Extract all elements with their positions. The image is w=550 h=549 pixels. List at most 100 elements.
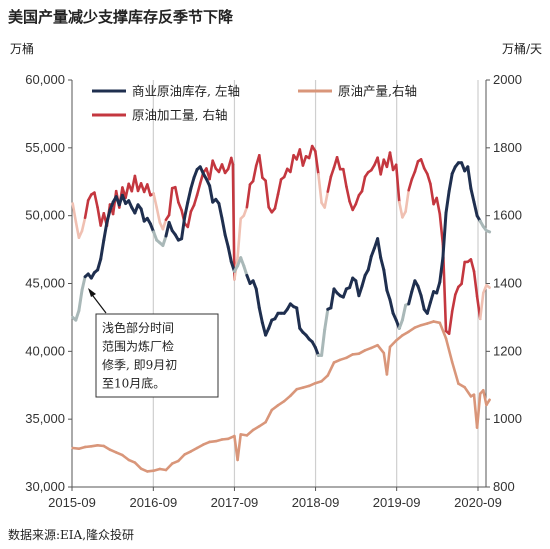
refinery-line-segment [301,155,308,167]
refinery-line-segment [413,160,420,173]
refinery-line-segment [152,192,158,209]
production-line-segment [444,337,454,364]
inventory-line-segment [161,234,168,247]
inventory-line-segment [435,280,442,295]
refinery-line-segment [450,293,457,313]
inventory-line-segment [438,256,445,284]
annotation-line: 修季, 即9月初 [102,357,177,372]
annotation-box [95,313,219,398]
right-axis-unit: 万桶/天 [501,42,542,56]
inventory-line-segment [183,200,190,219]
production-line-segment [385,345,392,376]
refinery-line-segment [379,158,386,176]
inventory-line-segment [105,208,112,224]
refinery-line-segment [438,212,445,246]
production-line-segment [121,453,130,462]
left-tick-label: 30,000 [25,479,65,494]
refinery-line-segment [242,205,249,217]
refinery-line-segment [313,149,320,176]
refinery-line-segment [124,182,130,199]
inventory-line-segment [469,187,476,204]
refinery-line-segment [323,190,330,209]
inventory-line-segment [242,264,249,277]
annotation-line: 浅色部分时间 [102,320,174,335]
refinery-line-segment [317,173,323,205]
x-tick-label: 2017-09 [211,495,259,510]
refinery-line-segment [192,193,199,207]
refinery-line-segment [167,186,174,217]
refinery-line-segment [460,260,467,286]
inventory-line-segment [407,290,414,306]
inventory-line-segment [376,237,383,260]
refinery-line-segment [93,191,99,209]
inventory-line-segment [74,309,81,322]
inventory-line-segment [357,284,364,298]
chart-title: 美国产量减少支撑库存反季节下降 [8,8,234,26]
left-tick-label: 55,000 [25,140,65,155]
production-line-segment [438,321,448,340]
refinery-line-segment [264,179,271,209]
inventory-line-segment [220,216,227,237]
refinery-line-segment [282,167,289,179]
refinery-line-segment [177,201,183,212]
refinery-line-segment [472,269,479,298]
inventory-line-segment [441,211,448,260]
refinery-line-segment [211,159,218,170]
refinery-line-segment [251,164,258,183]
inventory-line-segment [400,303,408,322]
production-line-segment [388,339,398,349]
production-line-segment [164,462,174,472]
production-line-segment [481,388,488,407]
refinery-line-segment [435,196,442,216]
refinery-line-segment [133,174,140,193]
inventory-line-segment [295,306,302,330]
right-tick-label: 1800 [493,140,522,155]
inventory-line-segment [425,301,432,315]
inventory-line-segment [254,287,261,310]
inventory-line-segment [99,238,106,261]
inventory-line-segment [466,165,473,190]
inventory-line-segment [320,328,327,357]
refinery-line-segment [388,151,395,172]
refinery-line-segment [257,154,264,179]
inventory-line-segment [388,298,395,315]
refinery-line-segment [478,291,485,321]
inventory-line-segment [447,172,454,193]
x-tick-label: 2020-09 [454,495,502,510]
inventory-line-segment [348,276,355,290]
production-line-segment [177,453,186,463]
inventory-line-segment [416,284,423,298]
inventory-line-segment [444,189,451,215]
annotation-line: 至10月底。 [102,376,165,391]
refinery-line-segment [326,175,333,193]
inventory-line-segment [366,254,373,272]
refinery-line-segment [485,283,491,289]
inventory-line-segment [419,294,426,311]
refinery-line-segment [273,193,280,210]
inventory-line-segment [379,256,386,272]
production-line-segment [289,387,299,398]
refinery-line-segment [236,217,242,259]
production-line-segment [463,385,473,398]
refinery-line-segment [410,170,417,181]
refinery-line-segment [419,158,426,170]
production-line-segment [450,360,460,385]
refinery-line-segment [407,178,414,192]
production-line-segment [376,343,386,355]
x-tick-label: 2016-09 [129,495,177,510]
refinery-line-segment [341,167,348,188]
refinery-line-segment [298,148,305,167]
refinery-line-segment [174,185,180,204]
refinery-line-segment [307,144,314,160]
refinery-line-segment [71,202,78,223]
production-line-segment [485,398,491,407]
refinery-line-segment [335,156,342,171]
refinery-line-segment [155,206,162,224]
right-tick-label: 1400 [493,276,522,291]
annotation-line: 范围为炼厂检 [102,339,174,354]
refinery-line-segment [245,183,252,209]
production-line-segment [236,433,242,462]
left-axis-unit: 万桶 [10,42,35,56]
right-tick-label: 1200 [493,343,522,358]
refinery-line-segment [208,159,214,181]
